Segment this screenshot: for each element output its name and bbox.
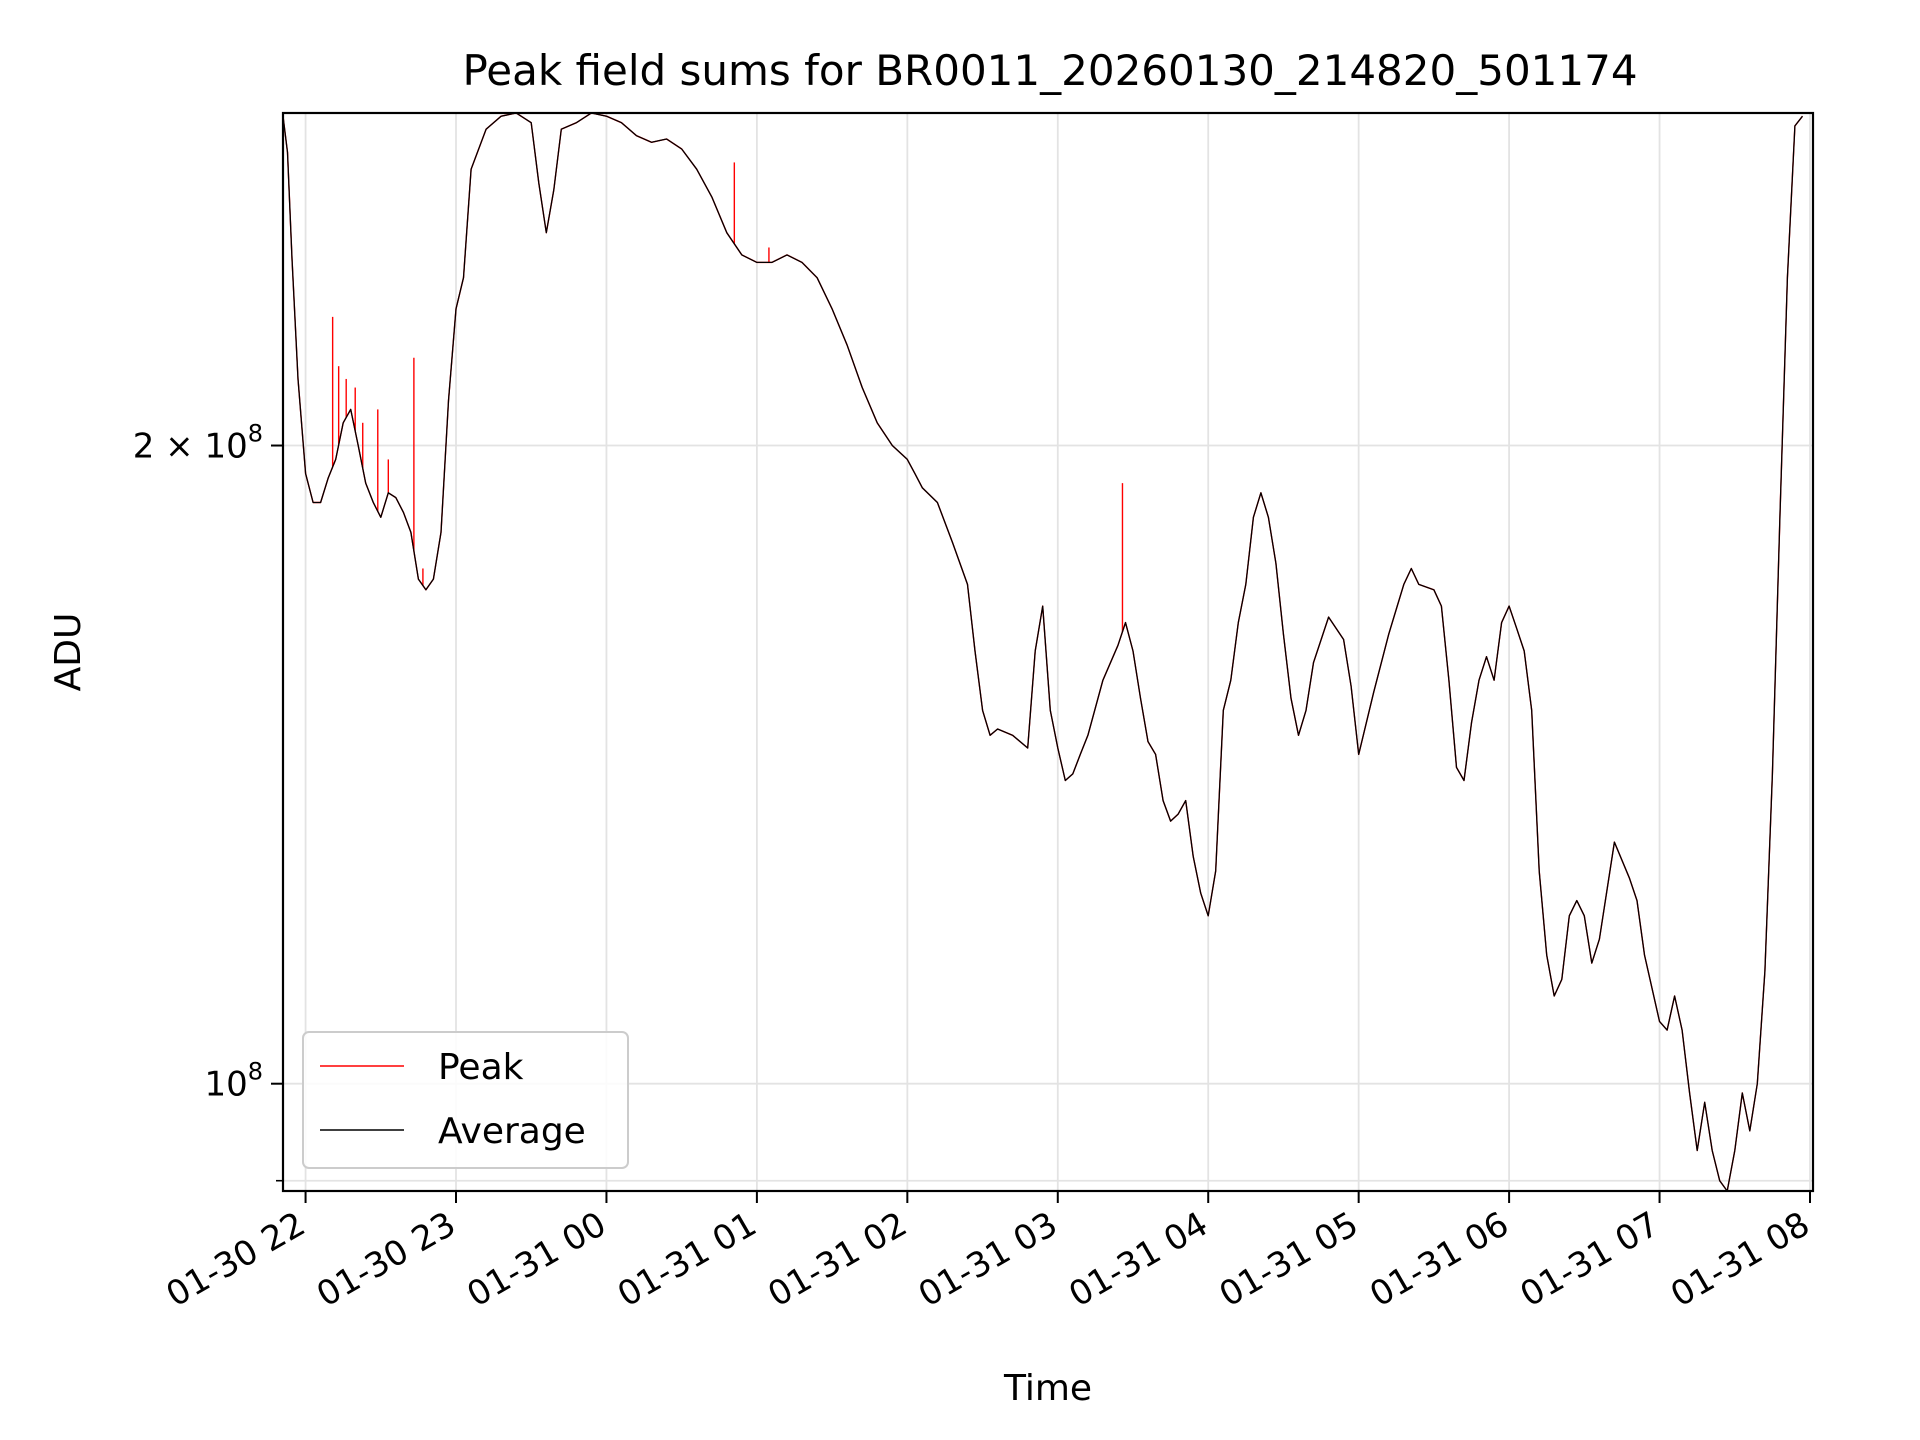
legend-average-label: Average bbox=[438, 1111, 586, 1152]
plot-area bbox=[283, 113, 1813, 1191]
y-tick-base: 10 bbox=[204, 1065, 247, 1105]
plot-frame bbox=[281, 111, 1815, 1193]
y-tick-exponent: 8 bbox=[248, 420, 263, 448]
y-tick-label: 108 bbox=[204, 1058, 263, 1105]
y-tick-label: 2 × 108 bbox=[133, 420, 263, 467]
gridlines bbox=[283, 113, 1813, 1191]
y-tick-base: 10 bbox=[204, 427, 247, 467]
y-axis-label: ADU bbox=[48, 613, 89, 692]
legend-peak-label: Peak bbox=[438, 1047, 524, 1088]
series-layer bbox=[282, 112, 1804, 1192]
x-axis-label: Time bbox=[1003, 1368, 1092, 1409]
legend: Peak Average bbox=[302, 1031, 629, 1169]
y-tick-exponent: 8 bbox=[248, 1058, 263, 1086]
y-tick-mantissa: 2 × bbox=[133, 427, 205, 467]
average-series-line bbox=[282, 112, 1804, 1192]
chart-title: Peak field sums for BR0011_20260130_2148… bbox=[462, 46, 1637, 95]
